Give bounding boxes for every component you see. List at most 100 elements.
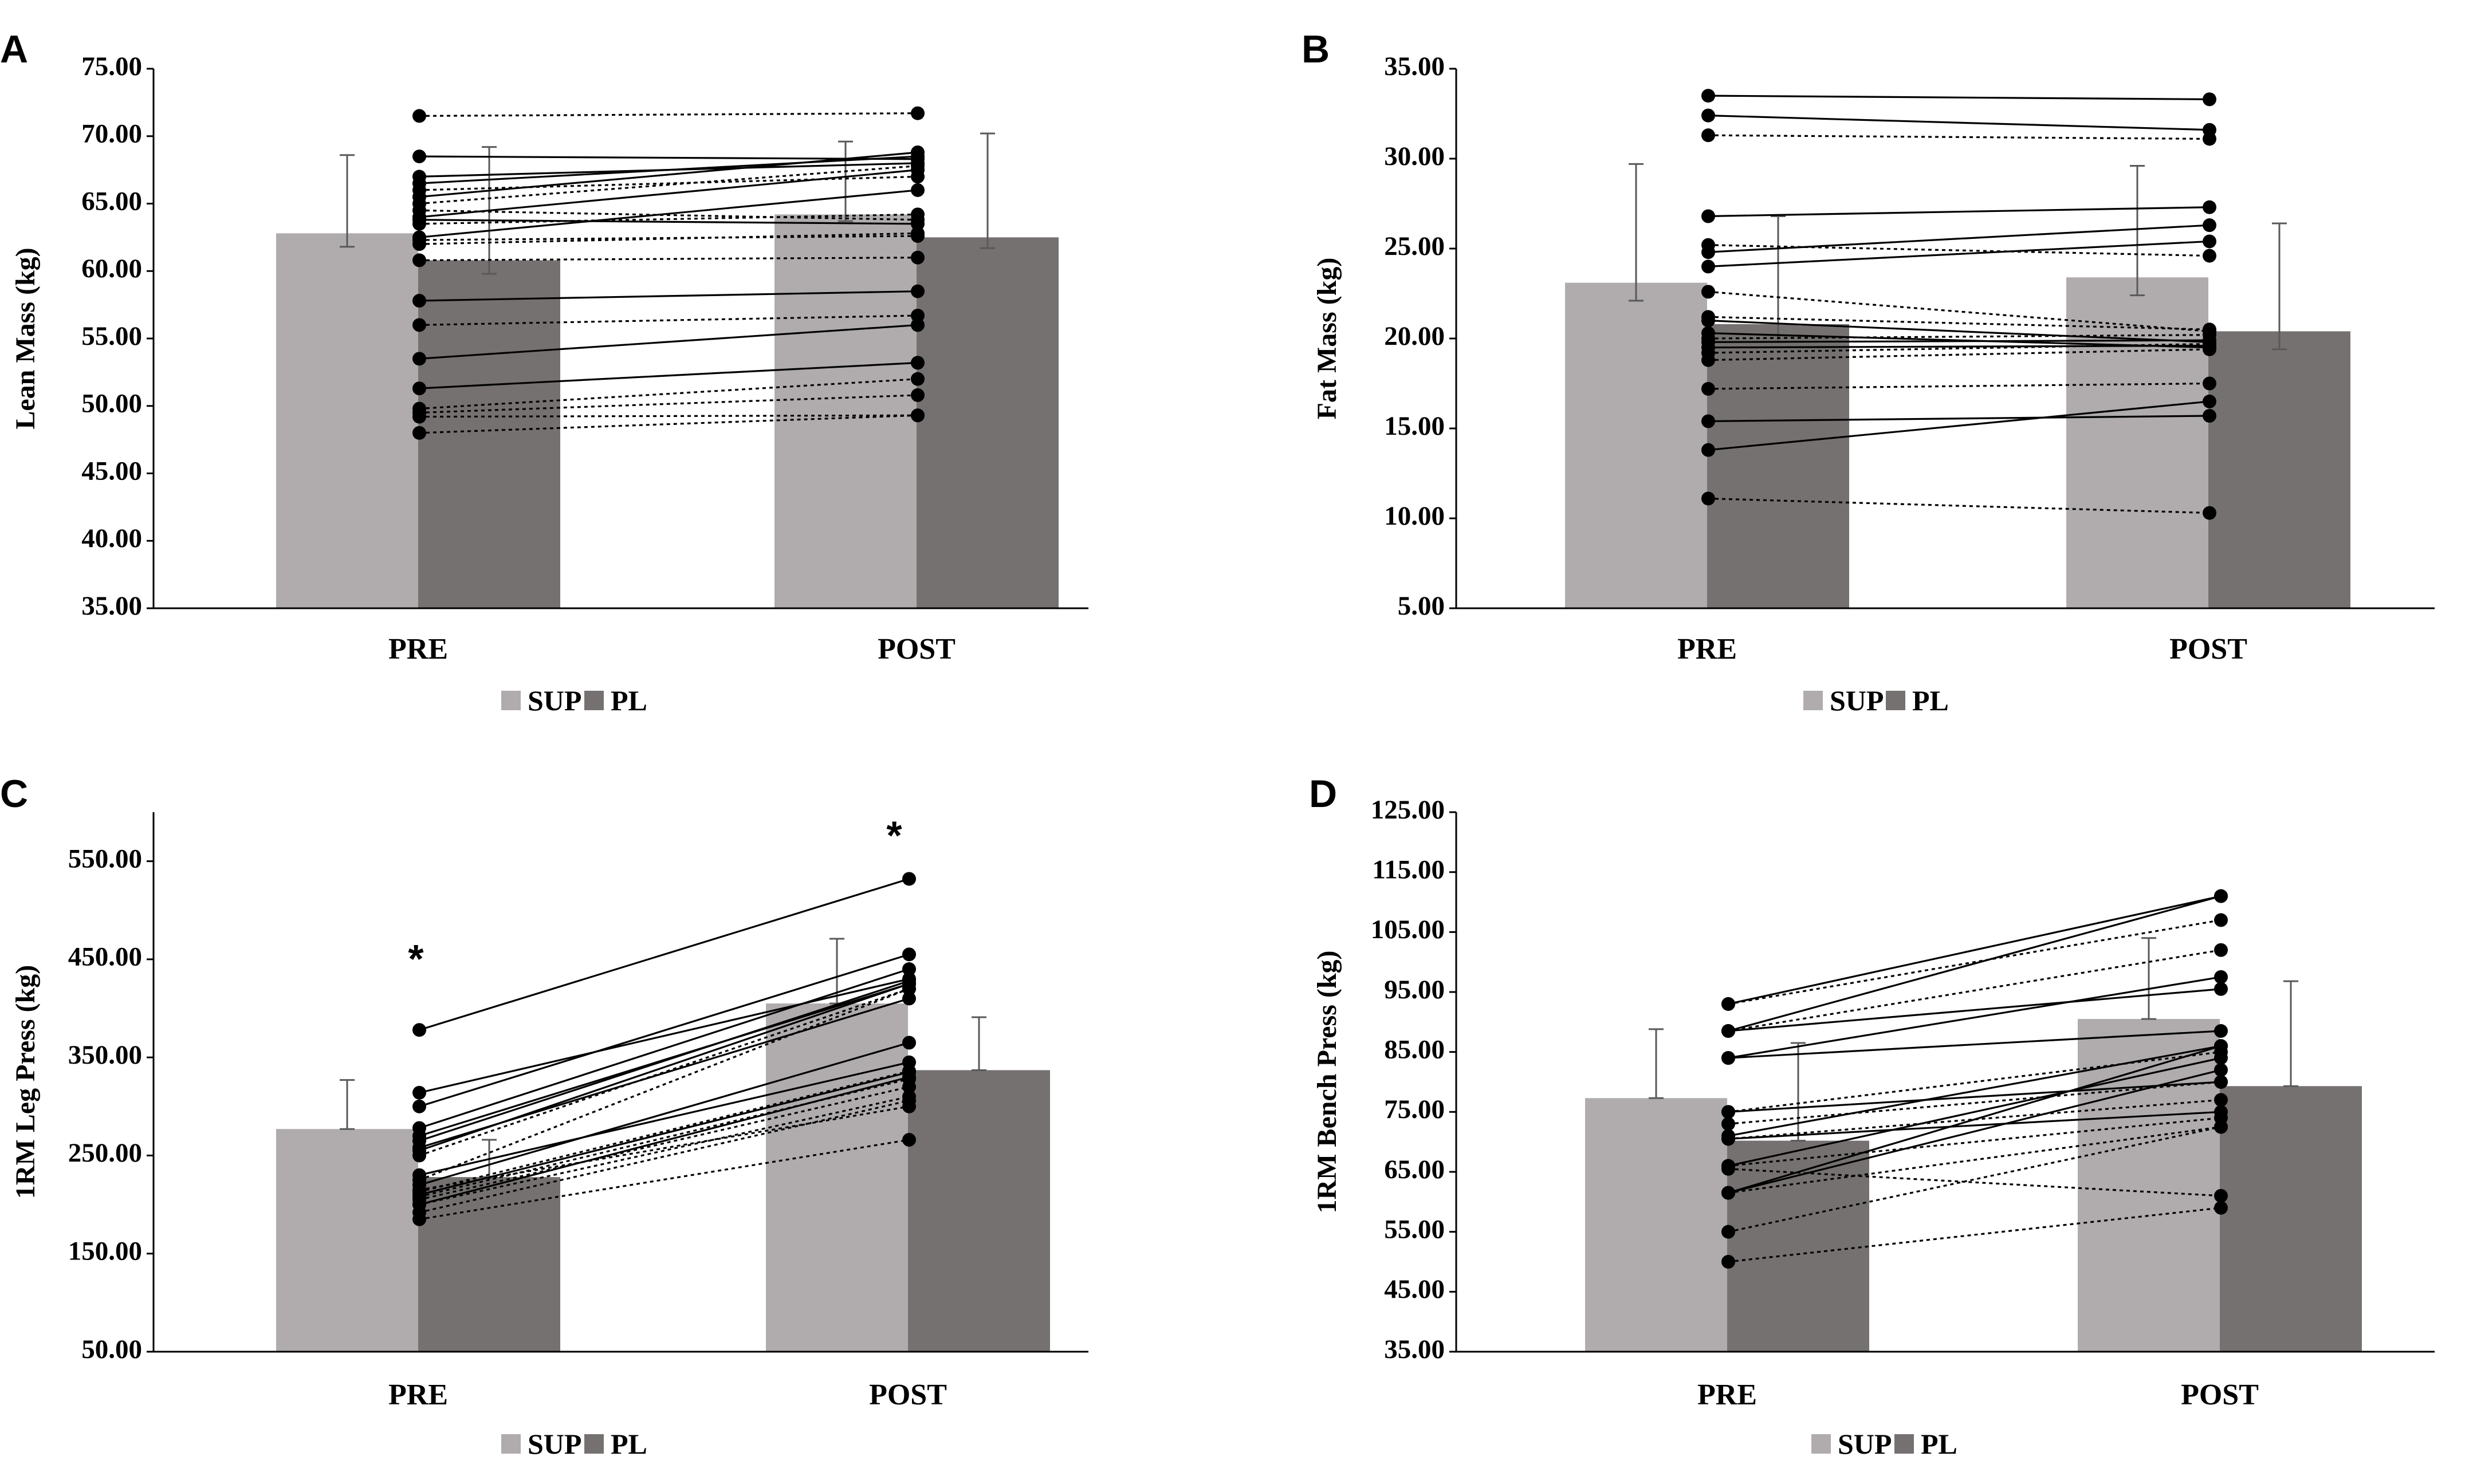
supplement-individual-line — [1708, 206, 2210, 218]
individual-data-point — [1701, 443, 1715, 457]
individual-data-point — [2214, 1200, 2228, 1215]
supplement-individual-line — [419, 361, 918, 389]
placebo-individual-line — [1708, 134, 2210, 140]
individual-data-point — [911, 207, 925, 222]
pl-bar-pre — [418, 1177, 560, 1352]
error-bar — [2272, 222, 2287, 351]
legend-label-pl: PL — [611, 1428, 647, 1460]
legend-swatch-pl — [1886, 691, 1905, 710]
supplement-individual-line — [419, 983, 910, 1152]
placebo-individual-line — [1708, 382, 2210, 390]
individual-data-point — [911, 408, 925, 423]
legend-swatch-sup — [1811, 1434, 1831, 1454]
placebo-individual-line — [419, 1086, 910, 1201]
supplement-individual-line — [419, 1076, 910, 1206]
supplement-individual-line — [1708, 400, 2210, 451]
individual-data-point — [2214, 1188, 2228, 1203]
individual-data-point — [1701, 340, 1715, 355]
y-tick-label: 95.00 — [1384, 975, 1445, 1005]
placebo-individual-line — [1708, 348, 2210, 361]
y-tick-label: 75.00 — [1384, 1095, 1445, 1124]
supplement-individual-line — [419, 980, 910, 1142]
x-category-label-post: POST — [869, 1379, 947, 1411]
supplement-individual-line — [1728, 1057, 2222, 1167]
individual-data-point — [2214, 1063, 2228, 1077]
legend-label-sup: SUP — [1830, 684, 1884, 717]
individual-data-point — [2214, 1039, 2228, 1053]
y-tick-label: 65.00 — [1384, 1155, 1445, 1184]
y-tick-label: 55.00 — [81, 321, 142, 351]
individual-data-point — [1701, 245, 1715, 259]
x-category-label-post: POST — [2181, 1379, 2259, 1411]
supplement-individual-line — [1728, 895, 2222, 1032]
error-bar — [2141, 937, 2156, 1020]
individual-data-point — [2214, 1093, 2228, 1107]
y-tick-label: 55.00 — [1384, 1214, 1445, 1244]
y-tick-label: 125.00 — [1371, 795, 1445, 825]
individual-data-point — [2203, 123, 2216, 137]
supplement-individual-line — [419, 155, 918, 184]
x-category-label-post: POST — [878, 633, 956, 666]
supplement-individual-line — [419, 1061, 910, 1176]
placebo-individual-line — [419, 1099, 910, 1214]
placebo-individual-line — [1708, 497, 2210, 514]
sup-bar-pre — [1565, 282, 1707, 608]
error-bar — [980, 132, 995, 249]
placebo-individual-line — [1728, 1207, 2222, 1263]
individual-data-point — [1701, 313, 1715, 328]
error-bar — [2283, 980, 2298, 1087]
individual-data-point — [2214, 1120, 2228, 1134]
supplement-individual-line — [1708, 240, 2210, 267]
individual-data-point — [911, 106, 925, 120]
individual-data-point — [1701, 259, 1715, 274]
supplement-individual-line — [419, 169, 918, 218]
individual-data-point — [1721, 1159, 1735, 1173]
supplement-individual-line — [419, 983, 910, 1137]
placebo-individual-line — [1728, 919, 2222, 1005]
individual-data-point — [2214, 1024, 2228, 1038]
supplement-individual-line — [1708, 339, 2210, 343]
individual-data-point — [1721, 1132, 1735, 1146]
individual-data-point — [412, 1168, 426, 1182]
y-tick-label: 40.00 — [81, 523, 142, 553]
y-tick-label: 115.00 — [1372, 855, 1445, 884]
individual-data-point — [412, 1178, 426, 1192]
placebo-individual-line — [1708, 334, 2210, 340]
supplement-individual-line — [1728, 1081, 2222, 1113]
sup-bar-post — [774, 214, 917, 609]
y-axis-label: 1RM Leg Press (kg) — [10, 965, 41, 1199]
x-category-label-post: POST — [2169, 633, 2247, 666]
individual-data-point — [1701, 491, 1715, 506]
y-tick-label: 150.00 — [68, 1237, 142, 1266]
panel-letter: B — [1302, 27, 1330, 71]
individual-data-point — [412, 190, 426, 204]
placebo-individual-line — [1708, 290, 2210, 333]
individual-data-point — [902, 977, 916, 991]
y-tick-label: 60.00 — [81, 254, 142, 284]
error-bar — [972, 1016, 986, 1071]
legend-label-sup: SUP — [528, 684, 581, 717]
sup-bar-pre — [276, 233, 418, 608]
individual-data-point — [412, 381, 426, 396]
placebo-individual-line — [419, 175, 918, 191]
placebo-individual-line — [1728, 1125, 2222, 1233]
error-bar — [1649, 1028, 1664, 1099]
individual-data-point — [412, 176, 426, 191]
supplement-individual-line — [419, 219, 918, 225]
legend-label-pl: PL — [1921, 1428, 1957, 1460]
individual-data-point — [2214, 970, 2228, 984]
x-category-label-pre: PRE — [388, 1379, 448, 1411]
individual-data-point — [2214, 1105, 2228, 1119]
supplement-individual-line — [419, 155, 918, 160]
supplement-individual-line — [419, 953, 910, 1108]
individual-data-point — [902, 991, 916, 1006]
y-tick-label: 30.00 — [1384, 141, 1445, 171]
placebo-individual-line — [419, 987, 910, 1181]
placebo-individual-line — [419, 1105, 910, 1191]
individual-data-point — [902, 1036, 916, 1050]
individual-data-point — [1701, 209, 1715, 223]
individual-data-point — [412, 352, 426, 366]
individual-data-point — [911, 372, 925, 386]
placebo-individual-line — [419, 378, 918, 410]
individual-data-point — [412, 230, 426, 245]
